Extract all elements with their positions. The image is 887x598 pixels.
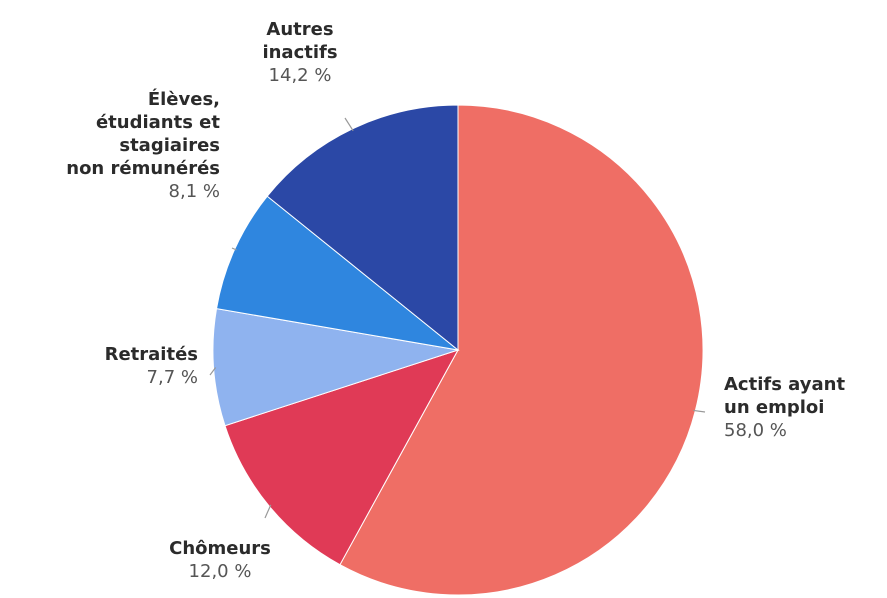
category-name: Actifs ayant un emploi — [724, 374, 846, 418]
leader-line — [209, 367, 217, 376]
category-name: Élèves, étudiants et stagiaires non rému… — [66, 89, 220, 179]
value-label: 12,0 % — [188, 561, 252, 582]
leader-line — [231, 247, 237, 251]
slice-label: Retraités 7,7 % — [40, 343, 198, 389]
value-label: 58,0 % — [724, 420, 787, 441]
category-name: Chômeurs — [169, 538, 271, 559]
slice-label: Chômeurs 12,0 % — [120, 537, 320, 583]
leader-line — [344, 117, 354, 132]
slice-label: Autres inactifs 14,2 % — [200, 18, 400, 87]
value-label: 8,1 % — [168, 181, 220, 202]
category-name: Autres inactifs — [262, 19, 338, 63]
value-label: 14,2 % — [268, 65, 332, 86]
slice-label: Élèves, étudiants et stagiaires non rému… — [10, 88, 220, 203]
slice-label: Actifs ayant un emploi 58,0 % — [724, 373, 845, 442]
category-name: Retraités — [104, 344, 198, 365]
leader-line — [264, 504, 272, 519]
pie-slice — [224, 349, 460, 566]
value-label: 7,7 % — [146, 367, 198, 388]
pie-slice — [212, 308, 459, 427]
leader-line — [693, 409, 706, 413]
